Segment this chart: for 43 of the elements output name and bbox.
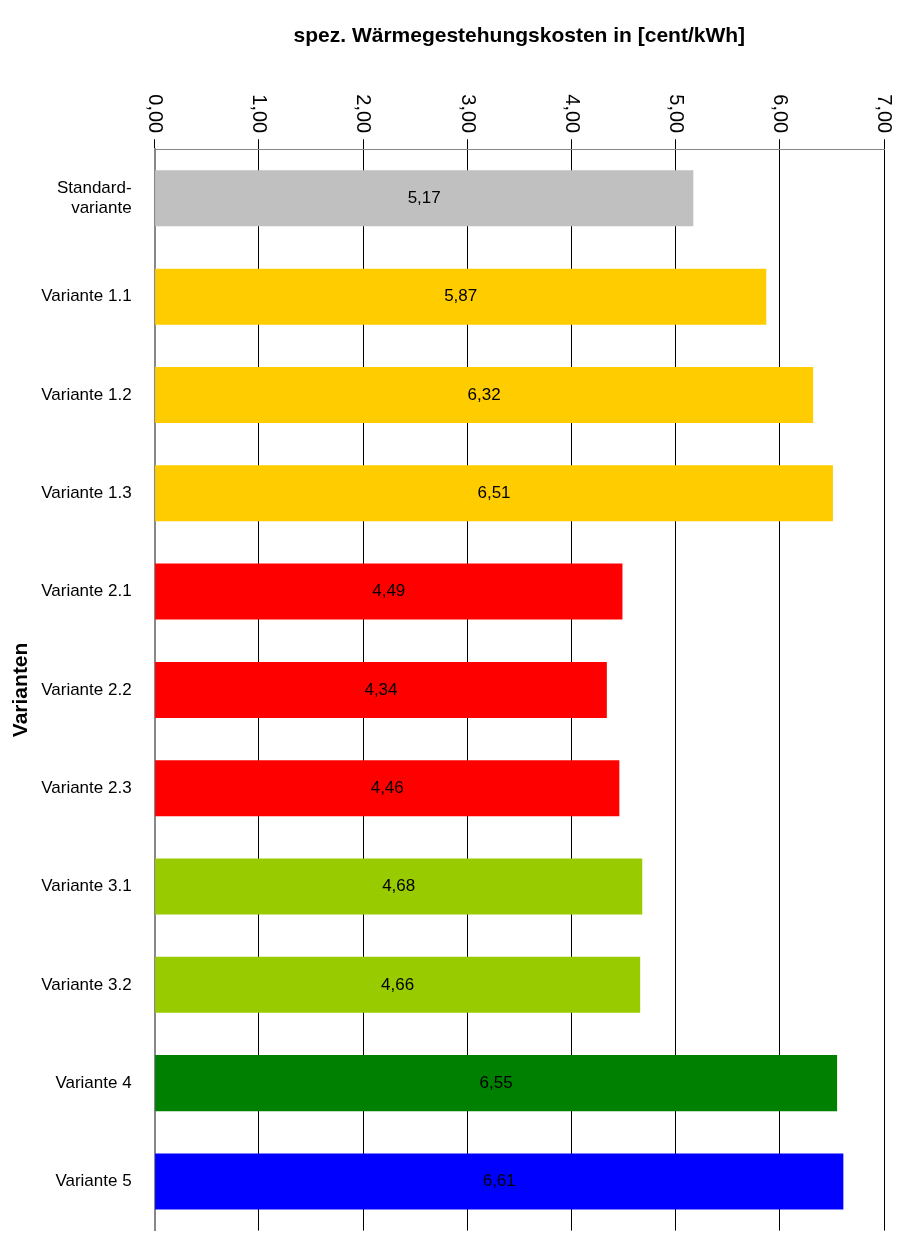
y-tick-label: Variante 2.1: [41, 581, 132, 601]
x-tick-label: 3,00: [457, 94, 480, 134]
x-tick-label: 6,00: [770, 94, 793, 134]
x-tick-label: 0,00: [145, 94, 168, 134]
y-tick-label: Variante 3.1: [41, 876, 132, 896]
bar: [155, 268, 767, 325]
data-label: 6,51: [477, 482, 511, 502]
y-tick-label: Variante 1.3: [41, 482, 132, 502]
bar: [155, 1153, 844, 1210]
y-tick-label: Variante 4: [55, 1072, 132, 1092]
bar: [155, 1055, 838, 1112]
data-label: 4,46: [370, 777, 404, 797]
y-tick-label: Variante 2.2: [41, 679, 132, 699]
y-tick-label: Variante 1.2: [41, 384, 132, 404]
y-tick-label: Variante 2.3: [41, 777, 132, 797]
data-label: 5,87: [444, 286, 478, 306]
x-axis-title: spez. Wärmegestehungskosten in [cent/kWh]: [293, 23, 746, 47]
data-label: 6,55: [479, 1072, 513, 1092]
bar: [155, 170, 694, 227]
bar: [155, 465, 833, 522]
y-tick-label: Standard-variante: [56, 177, 132, 218]
data-label: 6,61: [482, 1171, 516, 1191]
x-tick-label: 2,00: [353, 94, 376, 134]
data-label: 4,49: [372, 581, 406, 601]
y-axis-title: Varianten: [8, 642, 32, 738]
bar: [155, 956, 641, 1013]
x-tick-label: 1,00: [249, 94, 272, 134]
bar: [155, 661, 607, 718]
x-tick-label: 5,00: [666, 94, 689, 134]
bar: [155, 760, 620, 817]
bar: [155, 858, 643, 915]
data-label: 4,68: [382, 876, 416, 896]
y-tick-label: Variante 3.2: [41, 974, 132, 994]
x-tick-label: 4,00: [561, 94, 584, 134]
y-tick-label: Variante 1.1: [41, 286, 132, 306]
bar: [155, 366, 814, 423]
data-label: 5,17: [407, 188, 441, 208]
data-label: 4,34: [364, 679, 398, 699]
bar: [155, 563, 623, 620]
y-tick-label: Variante 5: [55, 1171, 132, 1191]
data-label: 6,32: [467, 384, 501, 404]
x-tick-label: 7,00: [874, 94, 897, 134]
data-label: 4,66: [381, 974, 415, 994]
